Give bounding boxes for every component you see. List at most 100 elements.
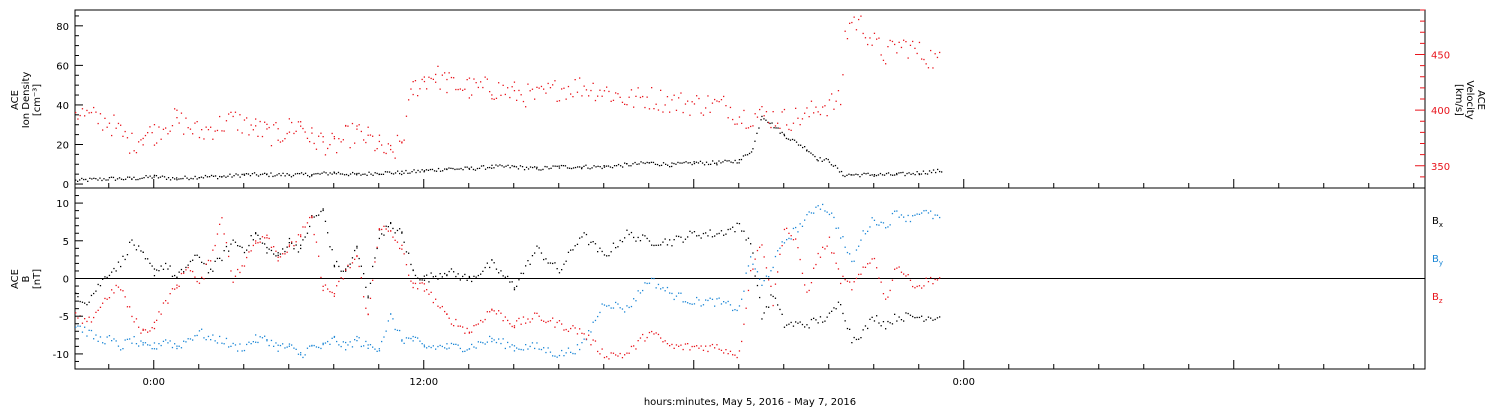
bx-point bbox=[313, 216, 315, 218]
density-point bbox=[850, 174, 852, 176]
top-x-axis-ticks bbox=[108, 179, 1415, 188]
density-point bbox=[380, 173, 383, 175]
velocity-point bbox=[347, 125, 349, 127]
velocity-point bbox=[435, 73, 437, 76]
bz-point bbox=[286, 251, 288, 253]
velocity-point bbox=[212, 138, 214, 140]
density-point bbox=[769, 122, 771, 125]
velocity-point bbox=[232, 115, 234, 118]
by-point bbox=[284, 347, 286, 349]
velocity-point bbox=[205, 126, 207, 128]
velocity-point bbox=[333, 138, 336, 140]
bx-point bbox=[354, 249, 356, 252]
top-right-tick-label: 450 bbox=[1431, 51, 1450, 62]
bx-point bbox=[372, 265, 374, 268]
density-point bbox=[91, 178, 93, 180]
bx-point bbox=[120, 265, 122, 268]
bx-point bbox=[288, 237, 291, 240]
bx-point bbox=[329, 246, 331, 248]
bz-point bbox=[516, 320, 518, 322]
density-point bbox=[806, 149, 808, 151]
bottom-left-tick-label: 5 bbox=[63, 237, 69, 248]
by-point bbox=[210, 339, 212, 341]
by-point bbox=[504, 347, 506, 350]
density-point bbox=[274, 175, 276, 177]
velocity-point bbox=[126, 137, 129, 139]
by-point bbox=[540, 348, 543, 351]
bx-point bbox=[822, 321, 824, 323]
bz-point bbox=[772, 304, 774, 307]
bx-point bbox=[264, 243, 266, 245]
bx-point bbox=[365, 286, 367, 288]
by-point bbox=[714, 305, 716, 307]
velocity-point bbox=[259, 120, 261, 123]
bx-point bbox=[277, 254, 279, 256]
velocity-point bbox=[237, 129, 239, 131]
density-point bbox=[562, 165, 565, 167]
by-point bbox=[313, 344, 315, 347]
bz-point bbox=[727, 353, 729, 355]
density-point bbox=[793, 139, 796, 141]
velocity-point bbox=[88, 112, 90, 114]
bz-point bbox=[675, 344, 678, 346]
bx-point bbox=[570, 249, 572, 251]
velocity-point bbox=[680, 92, 682, 94]
by-point bbox=[345, 349, 347, 351]
by-point bbox=[752, 263, 754, 265]
bz-point bbox=[165, 300, 167, 302]
density-point bbox=[249, 175, 252, 177]
bx-point bbox=[403, 241, 405, 243]
by-point bbox=[720, 303, 723, 305]
density-point bbox=[819, 157, 821, 159]
bx-point bbox=[936, 317, 939, 319]
by-point bbox=[122, 348, 124, 350]
density-point bbox=[825, 158, 827, 160]
bx-point bbox=[345, 268, 347, 270]
bz-point bbox=[394, 239, 396, 241]
by-point bbox=[387, 320, 389, 322]
by-point bbox=[376, 350, 378, 352]
by-point bbox=[633, 298, 635, 300]
bz-point bbox=[351, 262, 354, 264]
bz-point bbox=[801, 272, 804, 274]
bx-point bbox=[367, 297, 369, 299]
bx-point bbox=[903, 320, 905, 322]
density-point bbox=[376, 172, 378, 175]
by-point bbox=[858, 245, 860, 247]
bz-point bbox=[743, 323, 745, 325]
bz-point bbox=[723, 352, 725, 354]
velocity-point bbox=[77, 118, 79, 120]
density-point bbox=[877, 174, 880, 176]
bx-point bbox=[333, 266, 336, 268]
velocity-point bbox=[567, 85, 570, 88]
density-point bbox=[335, 173, 338, 175]
velocity-point bbox=[637, 87, 639, 89]
velocity-point bbox=[394, 157, 396, 159]
velocity-point bbox=[489, 91, 491, 93]
bx-point bbox=[250, 235, 252, 237]
by-point bbox=[437, 345, 439, 348]
bx-point bbox=[684, 238, 687, 240]
velocity-point bbox=[653, 108, 655, 110]
bx-point bbox=[790, 321, 792, 324]
by-point bbox=[671, 292, 673, 295]
velocity-point bbox=[302, 127, 304, 130]
bz-point bbox=[383, 225, 385, 227]
bx-point bbox=[558, 272, 561, 274]
density-point bbox=[468, 168, 471, 170]
bx-point bbox=[374, 257, 376, 259]
bz-point bbox=[471, 331, 473, 333]
bz-point bbox=[898, 266, 900, 268]
bx-point bbox=[106, 276, 108, 279]
bz-point bbox=[372, 279, 374, 281]
bz-point bbox=[304, 226, 306, 228]
bz-point bbox=[207, 259, 210, 262]
top-right-tick-label: 400 bbox=[1431, 106, 1450, 117]
bx-point bbox=[241, 246, 243, 249]
bottom-left-tick-label: -10 bbox=[53, 350, 69, 361]
bx-point bbox=[783, 326, 786, 328]
by-point bbox=[779, 247, 781, 249]
bz-point bbox=[669, 345, 671, 347]
density-point bbox=[720, 162, 722, 164]
